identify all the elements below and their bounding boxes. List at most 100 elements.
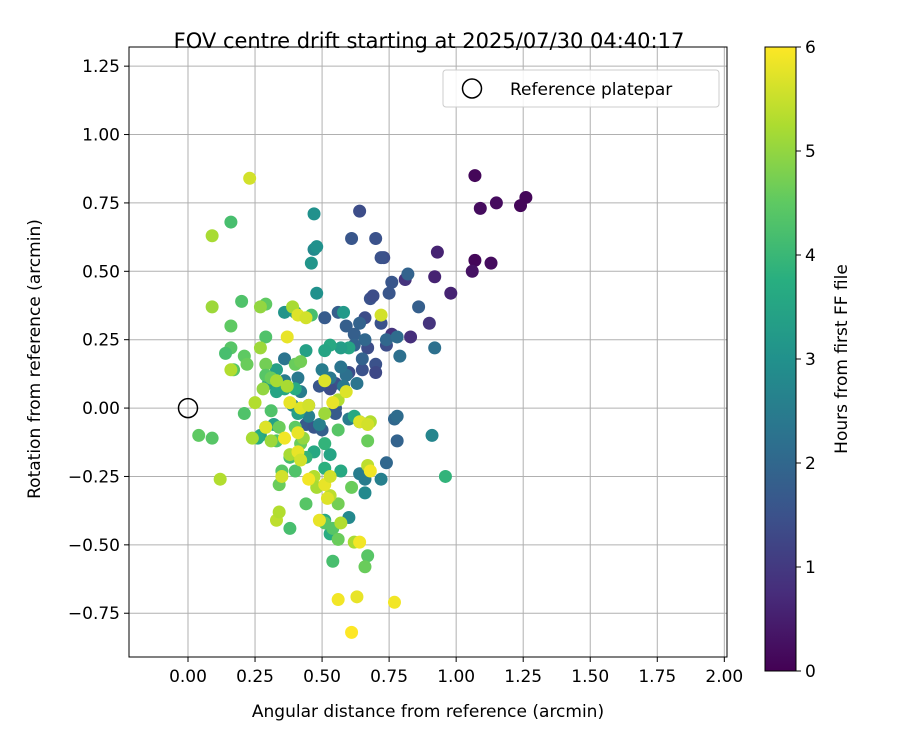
- x-tick-label: 2.00: [705, 667, 743, 687]
- scatter-point: [350, 590, 364, 604]
- scatter-point: [259, 420, 273, 434]
- y-tick-label: 0.00: [82, 399, 120, 419]
- scatter-point: [345, 231, 359, 245]
- scatter-point: [353, 204, 367, 218]
- scatter-point: [256, 382, 270, 396]
- y-tick-label: 0.75: [82, 194, 120, 214]
- scatter-point: [205, 431, 219, 445]
- scatter-point: [331, 532, 345, 546]
- scatter-point: [369, 366, 383, 380]
- scatter-point: [235, 294, 249, 308]
- scatter-point: [272, 505, 286, 519]
- scatter-point: [283, 396, 297, 410]
- scatter-point: [345, 480, 359, 494]
- chart-title: FOV centre drift starting at 2025/07/30 …: [174, 29, 685, 53]
- y-tick-label: 1.00: [82, 126, 120, 146]
- scatter-point: [404, 330, 418, 344]
- scatter-point: [468, 169, 482, 183]
- colorbar-tick-label: 3: [805, 350, 816, 370]
- scatter-point: [259, 357, 273, 371]
- scatter-point: [248, 396, 262, 410]
- y-axis-label: Rotation from reference (arcmin): [25, 219, 45, 499]
- scatter-point: [358, 333, 372, 347]
- scatter-point: [318, 407, 332, 421]
- scatter-point: [280, 330, 294, 344]
- x-tick-label: 1.25: [504, 667, 542, 687]
- scatter-point: [219, 346, 233, 360]
- scatter-point: [299, 497, 313, 511]
- scatter-point: [339, 385, 353, 399]
- scatter-point: [302, 409, 316, 423]
- colorbar-ticks: 0 1 2 3 4 5 6: [796, 38, 816, 682]
- scatter-point: [269, 385, 283, 399]
- scatter-point: [337, 305, 351, 319]
- scatter-point: [374, 308, 388, 322]
- x-axis-label: Angular distance from reference (arcmin): [252, 702, 604, 722]
- scatter-point: [315, 363, 329, 377]
- scatter-point: [355, 352, 369, 366]
- scatter-point: [323, 448, 337, 462]
- colorbar-tick-label: 5: [805, 142, 816, 162]
- scatter-point: [213, 472, 227, 486]
- scatter-point: [224, 319, 238, 333]
- scatter-point: [390, 409, 404, 423]
- legend: Reference platepar: [442, 69, 720, 108]
- scatter-point: [382, 286, 396, 300]
- scatter-point: [353, 535, 367, 549]
- scatter-point: [393, 349, 407, 363]
- scatter-point: [422, 316, 436, 330]
- scatter-point: [299, 344, 313, 358]
- scatter-point: [345, 625, 359, 639]
- scatter-point: [307, 207, 321, 221]
- y-tick-label: −0.50: [68, 536, 120, 556]
- scatter-point: [312, 513, 326, 527]
- scatter-point: [363, 464, 377, 478]
- scatter-point: [361, 434, 375, 448]
- scatter-point: [468, 253, 482, 267]
- scatter-point: [294, 453, 308, 467]
- x-tick-label: 1.50: [571, 667, 609, 687]
- legend-box: [442, 69, 720, 108]
- scatter-point: [205, 229, 219, 243]
- scatter-point: [366, 289, 380, 303]
- scatter-point: [430, 245, 444, 259]
- scatter-point: [318, 311, 332, 325]
- scatter-point: [302, 398, 316, 412]
- y-tick-label: 0.50: [82, 262, 120, 282]
- scatter-point: [347, 327, 361, 341]
- scatter-point: [385, 275, 399, 289]
- scatter-point: [379, 333, 393, 347]
- x-axis-ticks: 0.00 0.25 0.50 0.75 1.00 1.25 1.50 1.75 2.00: [169, 657, 743, 687]
- scatter-point: [361, 549, 375, 563]
- scatter-point: [428, 270, 442, 284]
- x-tick-label: 0.25: [236, 667, 274, 687]
- scatter-point: [425, 428, 439, 442]
- scatter-point: [264, 434, 278, 448]
- scatter-point: [358, 486, 372, 500]
- scatter-point: [484, 256, 498, 270]
- scatter-point: [428, 341, 442, 355]
- scatter-point: [253, 300, 267, 314]
- scatter-point: [245, 431, 259, 445]
- scatter-point: [320, 491, 334, 505]
- scatter-point: [374, 472, 388, 486]
- scatter-point: [294, 355, 308, 369]
- scatter-point: [310, 286, 324, 300]
- scatter-point: [334, 341, 348, 355]
- scatter-point: [401, 267, 415, 281]
- scatter-point: [465, 264, 479, 278]
- scatter-point: [339, 319, 353, 333]
- scatter-point: [310, 240, 324, 254]
- scatter-point: [304, 256, 318, 270]
- scatter-point: [291, 426, 305, 440]
- scatter-point: [323, 469, 337, 483]
- scatter-point: [328, 407, 342, 421]
- grid: [129, 47, 727, 657]
- scatter-point: [358, 560, 372, 574]
- colorbar-tick-label: 4: [805, 246, 816, 266]
- scatter-point: [280, 379, 294, 393]
- y-tick-label: −0.75: [68, 604, 120, 624]
- scatter-point: [379, 456, 393, 470]
- scatter-point: [334, 464, 348, 478]
